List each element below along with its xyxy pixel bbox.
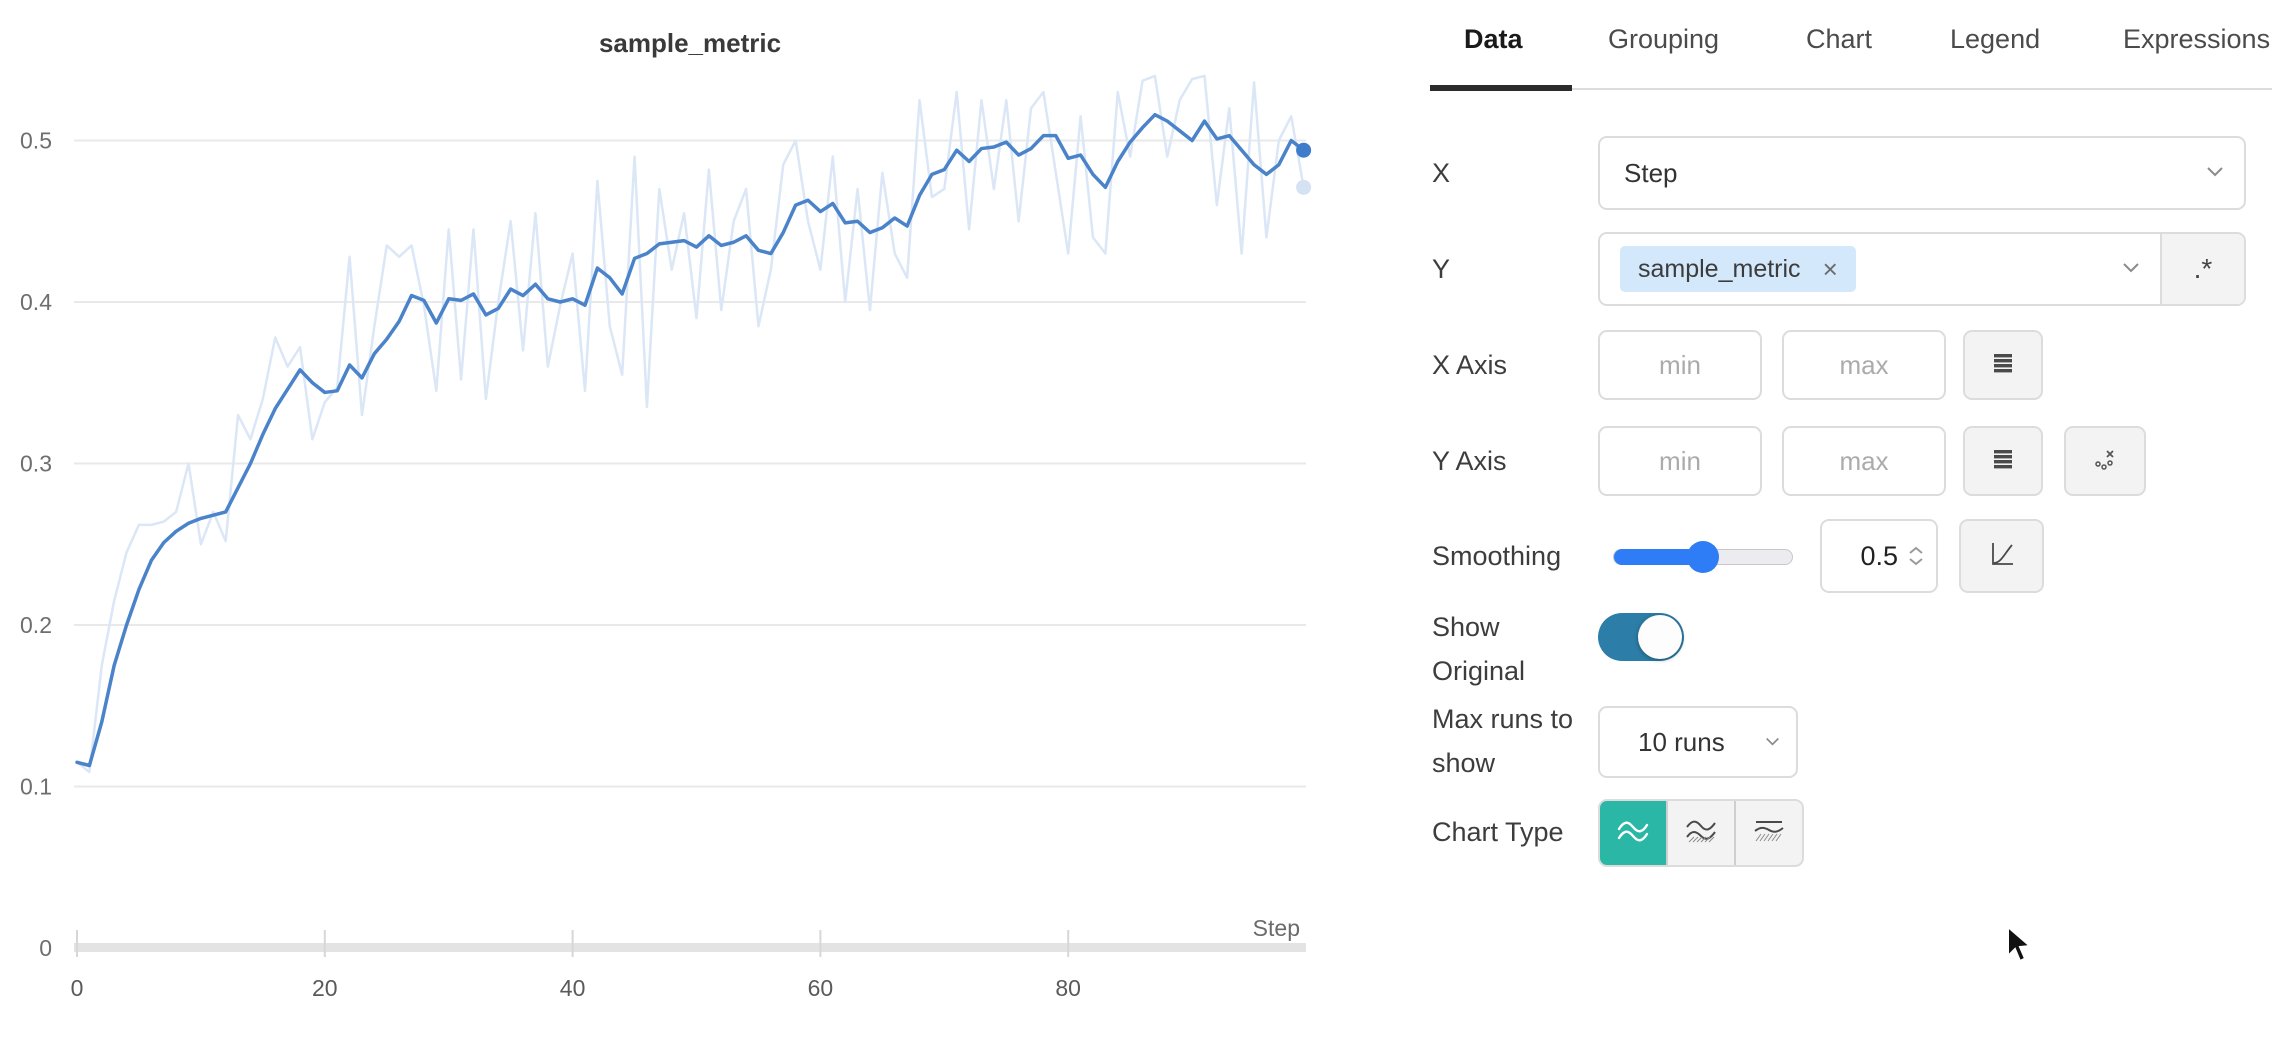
smoothing-row-label: Smoothing (1432, 541, 1562, 571)
svg-text:0.5: 0.5 (20, 128, 52, 154)
max-runs-select[interactable]: 10 runs (1598, 706, 1798, 778)
x-axis-max-input[interactable] (1782, 330, 1946, 400)
metric-line-chart[interactable]: sample_metric 0 0.1 0.2 0.3 0.4 0.5 0 20 40 60 80 St… (0, 0, 1420, 1040)
remove-metric-icon[interactable]: × (1822, 253, 1838, 284)
x-axis-min-input[interactable] (1598, 330, 1762, 400)
y-metric-select[interactable]: sample_metric × .* (1598, 232, 2246, 306)
chevron-down-icon (2206, 164, 2224, 182)
svg-text:0.1: 0.1 (20, 774, 52, 800)
smoothing-curve-icon (1986, 538, 2018, 575)
svg-text:0: 0 (71, 975, 84, 1001)
x-axis-row-label: X Axis (1432, 350, 1508, 380)
endpoint-marker (1296, 142, 1312, 158)
smoothing-slider[interactable] (1613, 541, 1793, 573)
smoothing-type-button[interactable] (1959, 519, 2044, 593)
chart-type-line-button[interactable] (1600, 801, 1666, 865)
y-row-label: Y (1432, 254, 1451, 284)
tab-expressions[interactable]: Expressions (2123, 24, 2271, 54)
svg-text:40: 40 (560, 975, 586, 1001)
chevron-down-icon (1765, 733, 1780, 751)
show-original-label: Show Original (1432, 612, 1526, 686)
tab-chart[interactable]: Chart (1806, 24, 1873, 54)
chevron-down-icon (2122, 260, 2140, 278)
chart-type-area-button[interactable] (1666, 801, 1734, 865)
y-axis-log-scale-button[interactable] (1963, 426, 2043, 496)
endpoint-marker (1296, 179, 1312, 195)
smoothing-slider-fill (1614, 549, 1703, 565)
x-axis-log-scale-button[interactable] (1963, 330, 2043, 400)
regex-toggle-button[interactable]: .* (2160, 234, 2244, 304)
active-tab-underline (1430, 85, 1572, 91)
chart-type-minmax-button[interactable] (1734, 801, 1802, 865)
x-axis-label: Step (1253, 915, 1300, 941)
line-plot-icon (1615, 817, 1651, 850)
smoothed-line (75, 112, 1306, 768)
max-runs-label: Max runs to show (1432, 704, 1574, 778)
tab-data[interactable]: Data (1464, 24, 1523, 54)
area-plot-icon (1683, 817, 1719, 850)
y-metric-tag: sample_metric × (1620, 246, 1856, 292)
x-row-label: X (1432, 158, 1451, 188)
y-axis-min-input[interactable] (1598, 426, 1762, 496)
tab-legend[interactable]: Legend (1950, 24, 2041, 54)
max-runs-value: 10 runs (1638, 726, 1725, 757)
x-metric-select[interactable]: Step (1598, 136, 2246, 210)
smoothing-value-input[interactable]: 0.5 (1820, 519, 1938, 593)
svg-text:0.2: 0.2 (20, 612, 52, 638)
chart-type-label: Chart Type (1432, 817, 1564, 847)
minmax-plot-icon (1751, 817, 1787, 850)
y-axis-max-input[interactable] (1782, 426, 1946, 496)
log-scale-icon (1989, 445, 2017, 478)
mouse-cursor (2007, 925, 2033, 963)
toggle-knob (1638, 615, 1682, 659)
log-scale-icon (1989, 349, 2017, 382)
ignore-outliers-button[interactable] (2064, 426, 2146, 496)
svg-text:80: 80 (1055, 975, 1081, 1001)
original-line (75, 74, 1305, 774)
svg-text:0: 0 (39, 935, 52, 961)
chart-type-group (1598, 799, 1804, 867)
tab-grouping[interactable]: Grouping (1608, 24, 1720, 54)
outliers-icon (2090, 444, 2120, 479)
y-metric-tag-label: sample_metric (1638, 254, 1801, 283)
tabs-divider (1430, 88, 2272, 90)
number-spinner[interactable] (1908, 546, 1924, 566)
x-metric-value: Step (1624, 157, 1678, 188)
svg-text:0.3: 0.3 (20, 451, 52, 477)
smoothing-slider-knob[interactable] (1687, 541, 1719, 573)
chart-title: sample_metric (599, 28, 781, 58)
smoothing-value: 0.5 (1860, 540, 1898, 571)
show-original-toggle[interactable] (1598, 613, 1684, 661)
y-axis-row-label: Y Axis (1432, 446, 1507, 476)
svg-text:0.4: 0.4 (20, 289, 52, 315)
svg-text:60: 60 (808, 975, 834, 1001)
svg-text:20: 20 (312, 975, 338, 1001)
